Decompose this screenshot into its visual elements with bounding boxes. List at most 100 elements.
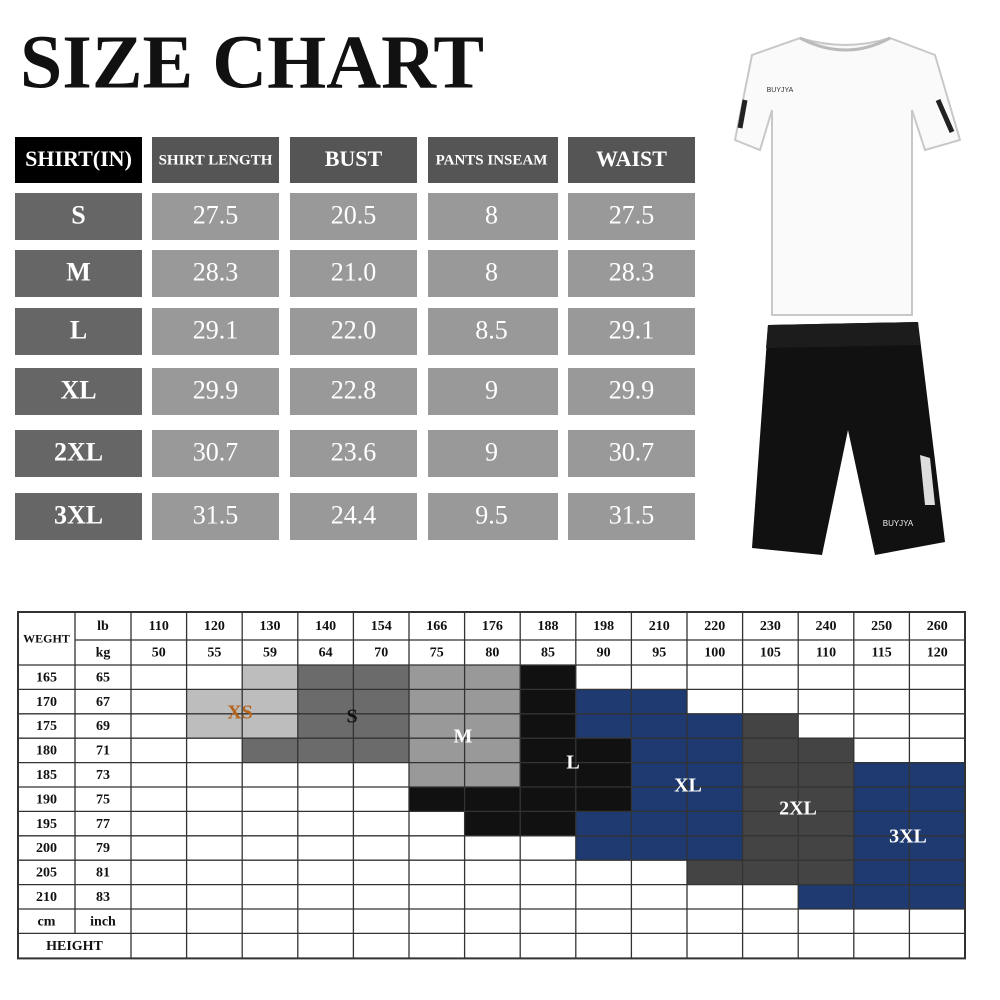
value-cell: [290, 250, 417, 297]
value-cell: [428, 250, 558, 297]
page-title: SIZE CHART: [20, 20, 484, 104]
value-cell: [290, 493, 417, 540]
lb-value: 240: [816, 619, 837, 634]
header-label: SHIRT LENGTH: [159, 152, 273, 168]
size-region-label: L: [566, 752, 579, 774]
kg-value: 105: [760, 646, 781, 661]
lb-value: 120: [204, 619, 225, 634]
size-region: [575, 713, 743, 739]
inch-value: 75: [96, 792, 110, 807]
kg-value: 90: [597, 646, 611, 661]
value-cell: [428, 193, 558, 240]
kg-value: 64: [319, 646, 333, 661]
cm-value: 180: [36, 744, 57, 759]
inch-value: 83: [96, 890, 110, 905]
cm-value: 190: [36, 792, 57, 807]
lb-value: 188: [538, 619, 559, 634]
kg-value: 120: [927, 646, 948, 661]
lb-value: 130: [260, 619, 281, 634]
size-cell: [15, 493, 142, 540]
shorts-logo: BUYJYA: [883, 519, 914, 528]
value-label: 8: [485, 257, 498, 286]
kg-value: 115: [871, 646, 891, 661]
value-label: 21.0: [331, 257, 377, 286]
value-label: 8: [485, 200, 498, 229]
shirt-logo: BUYJYA: [767, 87, 794, 94]
kg-value: 50: [152, 646, 166, 661]
size-region-label: M: [454, 726, 473, 748]
value-cell: [428, 493, 558, 540]
size-region: [242, 665, 298, 690]
cm-label: cm: [38, 914, 56, 929]
inch-value: 77: [96, 817, 110, 832]
cm-value: 205: [36, 866, 57, 881]
header-cell: [15, 137, 142, 183]
value-cell: [290, 368, 417, 415]
cm-value: 210: [36, 890, 57, 905]
value-cell: [152, 250, 279, 297]
lb-value: 250: [871, 619, 892, 634]
lb-value: 230: [760, 619, 781, 634]
kg-value: 59: [263, 646, 277, 661]
weight-label: WEGHT: [23, 631, 70, 645]
value-label: 9: [485, 437, 498, 466]
value-label: 31.5: [609, 500, 655, 529]
inch-value: 81: [96, 866, 110, 881]
value-cell: [568, 493, 695, 540]
size-region: [798, 884, 965, 909]
value-cell: [152, 193, 279, 240]
size-region: [742, 713, 799, 739]
value-cell: [568, 308, 695, 355]
kg-value: 100: [704, 646, 725, 661]
header-label: BUST: [325, 146, 383, 171]
value-label: 27.5: [609, 200, 655, 229]
value-cell: [290, 308, 417, 355]
size-cell: [15, 430, 142, 477]
inch-label: inch: [90, 914, 116, 929]
inch-value: 73: [96, 768, 110, 783]
value-label: 29.1: [193, 315, 239, 344]
size-label: L: [70, 315, 87, 344]
cm-value: 170: [36, 695, 57, 710]
cm-value: 195: [36, 817, 57, 832]
size-label: 3XL: [54, 500, 103, 529]
value-label: 30.7: [609, 437, 655, 466]
value-cell: [290, 430, 417, 477]
lb-value: 140: [315, 619, 336, 634]
kg-value: 85: [541, 646, 555, 661]
size-cell: [15, 250, 142, 297]
value-cell: [152, 368, 279, 415]
cm-value: 185: [36, 768, 57, 783]
shirt-image: BUYJYA: [733, 36, 962, 316]
inch-value: 67: [96, 695, 110, 710]
kg-label: kg: [96, 646, 111, 661]
value-label: 29.1: [609, 315, 655, 344]
header-label: PANTS INSEAM: [436, 152, 548, 168]
header-label: WAIST: [596, 146, 667, 171]
header-cell: [428, 137, 558, 183]
size-label: M: [66, 257, 91, 286]
value-label: 28.3: [193, 257, 239, 286]
kg-value: 70: [374, 646, 388, 661]
value-cell: [290, 193, 417, 240]
cm-value: 200: [36, 841, 57, 856]
lb-value: 154: [371, 619, 392, 634]
lb-value: 176: [482, 619, 503, 634]
lb-value: 198: [593, 619, 614, 634]
value-cell: [428, 368, 558, 415]
kg-value: 95: [652, 646, 666, 661]
size-table: SHIRT(IN) SHIRT LENGTH BUST PANTS INSEAM WAI…: [15, 137, 695, 540]
lb-value: 260: [927, 619, 948, 634]
cm-value: 175: [36, 719, 57, 734]
size-region-label: S: [346, 706, 357, 728]
size-region-label: 2XL: [779, 798, 817, 820]
size-label: S: [71, 200, 85, 229]
value-cell: [428, 308, 558, 355]
value-cell: [152, 308, 279, 355]
lb-value: 210: [649, 619, 670, 634]
kg-value: 110: [816, 646, 836, 661]
size-region-label: XS: [227, 702, 253, 724]
value-cell: [152, 493, 279, 540]
value-label: 23.6: [331, 437, 377, 466]
